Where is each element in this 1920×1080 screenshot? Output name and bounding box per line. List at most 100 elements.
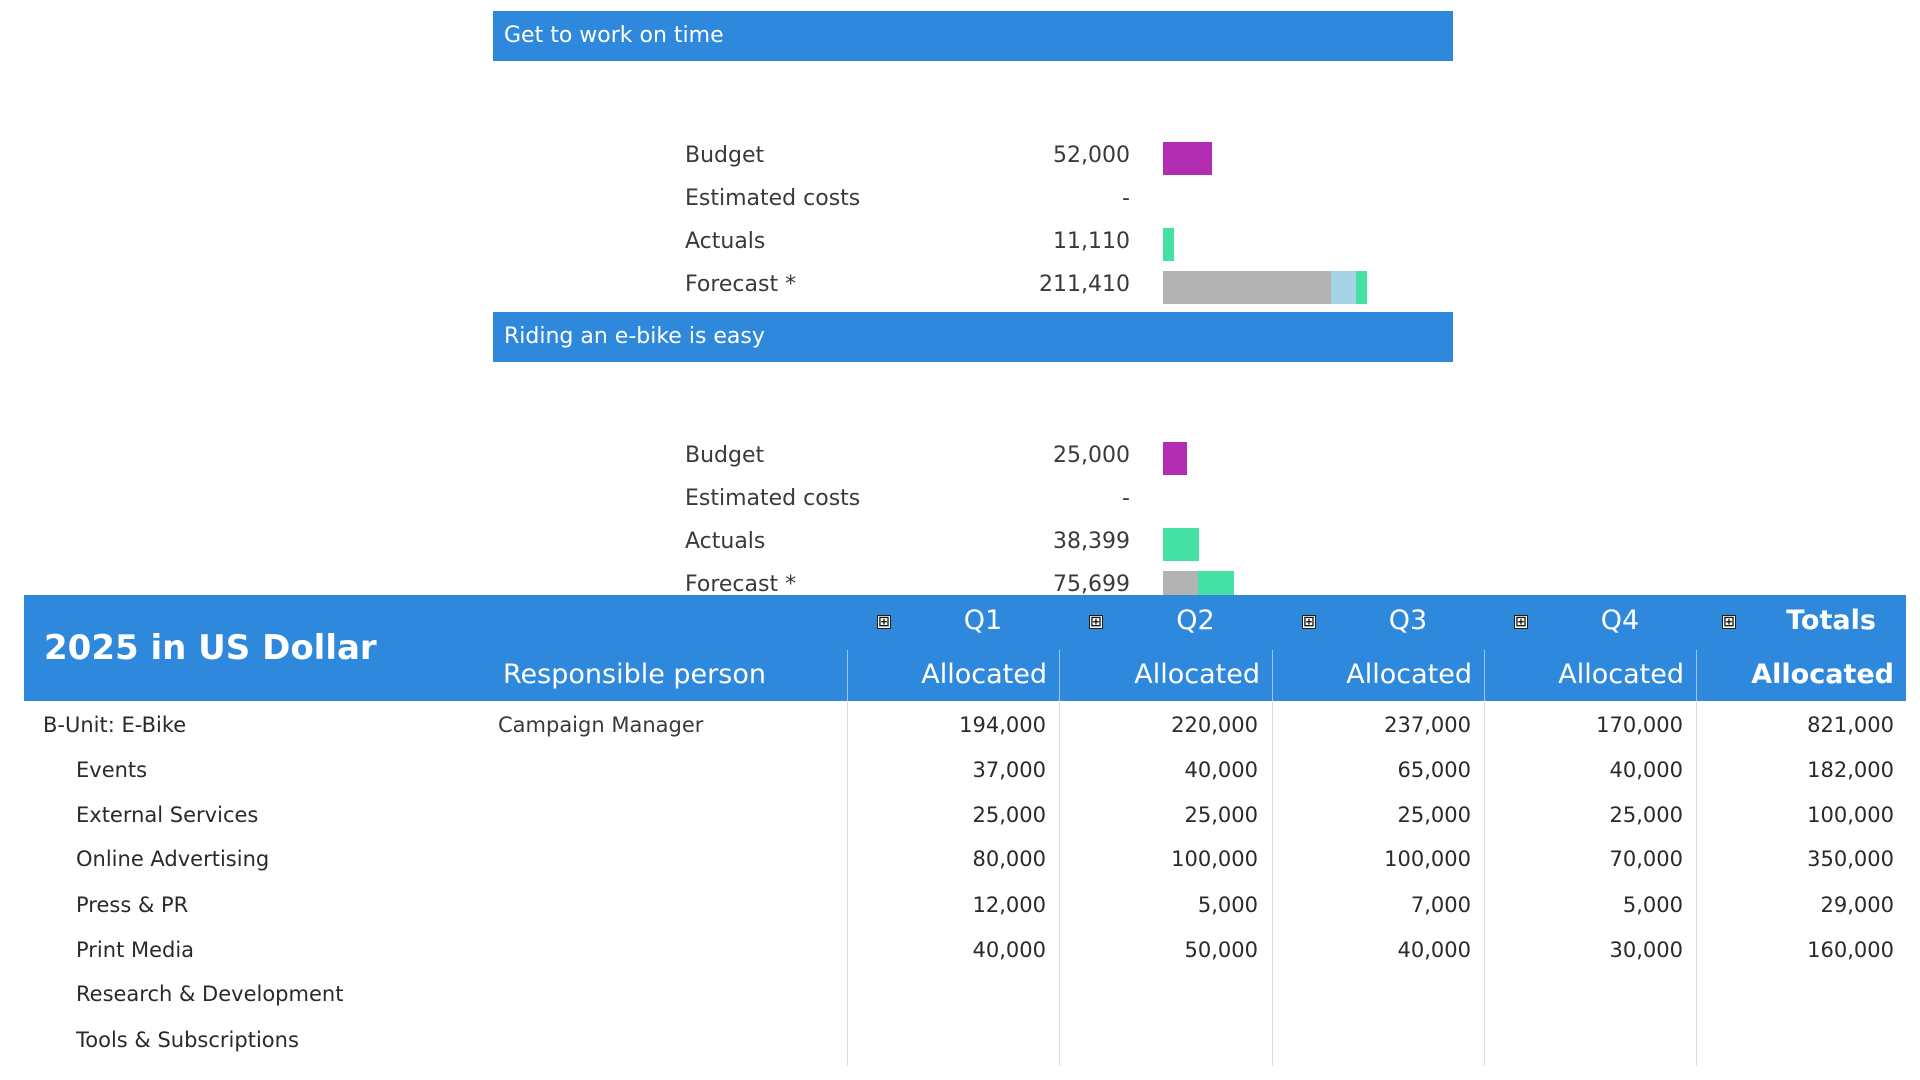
column-header-q3: ⊞ Q3 Allocated [1272, 595, 1484, 701]
column-divider [1484, 701, 1485, 1066]
metric-value: 25,000 [1053, 443, 1130, 468]
campaign-card-title: Get to work on time [493, 11, 1453, 61]
column-header-q1: ⊞ Q1 Allocated [847, 595, 1059, 701]
metric-row-budget: Budget 25,000 [493, 434, 1453, 477]
column-subheader: Allocated [921, 659, 1047, 690]
expand-icon[interactable]: ⊞ [1089, 614, 1103, 630]
column-name: Q1 [963, 605, 1003, 636]
column-header-q4: ⊞ Q4 Allocated [1484, 595, 1696, 701]
metric-label: Forecast * [685, 272, 797, 297]
campaign-card: Riding an e-bike is easy Budget 25,000 E… [493, 312, 1453, 604]
allocated-cell-q3: 7,000 [1410, 893, 1471, 917]
table-row[interactable]: Press & PR 12,000 5,000 7,000 5,000 29,000 [24, 883, 1906, 927]
row-label: Online Advertising [76, 847, 270, 871]
metric-value: 38,399 [1053, 529, 1130, 554]
allocated-cell-q1: 80,000 [972, 847, 1046, 871]
allocated-cell-totals: 29,000 [1820, 893, 1894, 917]
metric-label: Forecast * [685, 572, 797, 597]
allocated-cell-q2: 50,000 [1184, 938, 1258, 962]
responsible-person-cell: Campaign Manager [498, 713, 704, 737]
column-divider [1059, 701, 1060, 1066]
allocated-cell-q3: 25,000 [1397, 803, 1471, 827]
expand-icon[interactable]: ⊞ [1302, 614, 1316, 630]
row-label: Tools & Subscriptions [76, 1028, 299, 1052]
allocated-cell-q4: 25,000 [1609, 803, 1683, 827]
bar-segment [1356, 271, 1367, 304]
allocated-cell-totals: 160,000 [1807, 938, 1894, 962]
column-name: Q2 [1176, 605, 1215, 636]
metric-value: 211,410 [1039, 272, 1130, 297]
table-header: 2025 in US Dollar Responsible person ⊞ Q… [24, 595, 1906, 701]
metric-value: 75,699 [1053, 572, 1130, 597]
bar-segment [1163, 142, 1212, 175]
metric-label: Estimated costs [685, 186, 861, 211]
allocated-cell-q4: 40,000 [1609, 758, 1683, 782]
metric-label: Estimated costs [685, 486, 861, 511]
expand-icon[interactable]: ⊞ [1722, 614, 1736, 630]
allocated-cell-q2: 220,000 [1171, 713, 1258, 737]
table-row[interactable]: External Services 25,000 25,000 25,000 25,00… [24, 793, 1906, 837]
budget-bar [1163, 142, 1212, 175]
metric-row-forecast: Forecast * 211,410 [493, 263, 1453, 306]
row-label: External Services [76, 803, 259, 827]
allocated-cell-q1: 194,000 [959, 713, 1046, 737]
row-label: B-Unit: E-Bike [43, 713, 187, 737]
expand-icon[interactable]: ⊞ [877, 614, 891, 630]
allocated-cell-q1: 40,000 [972, 938, 1046, 962]
allocated-cell-totals: 821,000 [1807, 713, 1894, 737]
table-row[interactable]: Online Advertising 80,000 100,000 100,000 70… [24, 837, 1906, 881]
actuals-bar [1163, 528, 1199, 561]
bar-segment [1163, 528, 1199, 561]
bar-segment [1331, 271, 1356, 304]
allocated-cell-q4: 70,000 [1609, 847, 1683, 871]
allocated-cell-q4: 170,000 [1596, 713, 1683, 737]
column-header-responsible-person: Responsible person [503, 659, 766, 690]
allocated-cell-q3: 40,000 [1397, 938, 1471, 962]
row-label: Research & Development [76, 982, 344, 1006]
table-row[interactable]: Events 37,000 40,000 65,000 40,000 182,000 [24, 748, 1906, 792]
metric-value: 11,110 [1053, 229, 1130, 254]
column-subheader: Allocated [1346, 659, 1472, 690]
table-row[interactable]: Research & Development [24, 972, 1906, 1016]
column-header-totals: ⊞ Totals Allocated [1696, 595, 1906, 701]
metric-row-estimated-costs: Estimated costs - [493, 477, 1453, 520]
column-divider [847, 701, 848, 1066]
metric-row-forecast: Forecast * 75,699 [493, 563, 1453, 606]
campaign-card-metrics: Budget 25,000 Estimated costs - Actuals … [493, 362, 1453, 604]
allocated-cell-q2: 40,000 [1184, 758, 1258, 782]
allocated-cell-q4: 30,000 [1609, 938, 1683, 962]
column-name: Q3 [1388, 605, 1428, 636]
allocated-cell-q4: 5,000 [1622, 893, 1683, 917]
column-subheader: Allocated [1751, 659, 1894, 690]
allocated-cell-q3: 100,000 [1384, 847, 1471, 871]
allocated-cell-q3: 237,000 [1384, 713, 1471, 737]
column-divider [1272, 701, 1273, 1066]
metric-row-estimated-costs: Estimated costs - [493, 177, 1453, 220]
table-row[interactable]: B-Unit: E-Bike Campaign Manager 194,000 220… [24, 703, 1906, 747]
table-title: 2025 in US Dollar [44, 628, 377, 668]
allocated-cell-q3: 65,000 [1397, 758, 1471, 782]
allocated-cell-q1: 25,000 [972, 803, 1046, 827]
actuals-bar [1163, 228, 1174, 261]
allocated-cell-q2: 25,000 [1184, 803, 1258, 827]
bar-segment [1163, 442, 1187, 475]
metric-label: Actuals [685, 229, 766, 254]
row-label: Press & PR [76, 893, 189, 917]
table-row[interactable]: Print Media 40,000 50,000 40,000 30,000 160,0… [24, 928, 1906, 972]
expand-icon[interactable]: ⊞ [1514, 614, 1528, 630]
budget-bar [1163, 442, 1187, 475]
allocated-cell-totals: 100,000 [1807, 803, 1894, 827]
metric-value: 52,000 [1053, 143, 1130, 168]
metric-label: Budget [685, 143, 765, 168]
column-header-q2: ⊞ Q2 Allocated [1059, 595, 1272, 701]
metric-label: Budget [685, 443, 765, 468]
column-subheader: Allocated [1134, 659, 1260, 690]
allocated-cell-q2: 100,000 [1171, 847, 1258, 871]
metric-value: - [1122, 486, 1130, 511]
table-body: B-Unit: E-Bike Campaign Manager 194,000 220… [24, 701, 1906, 1066]
column-name: Totals [1786, 605, 1876, 636]
column-divider [1696, 701, 1697, 1066]
column-name: Q4 [1600, 605, 1640, 636]
table-row[interactable]: Tools & Subscriptions [24, 1018, 1906, 1062]
metric-label: Actuals [685, 529, 766, 554]
